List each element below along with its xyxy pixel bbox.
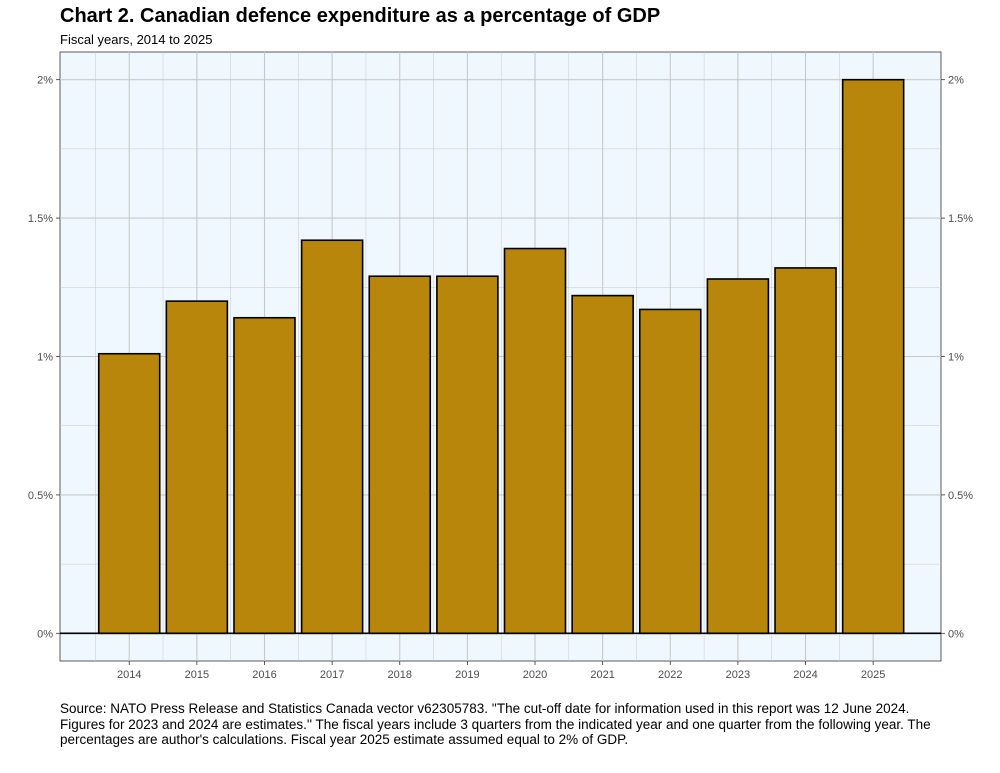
y-tick-label: 1%	[37, 352, 53, 364]
bar	[165, 300, 229, 635]
x-tick-label: 2023	[726, 669, 750, 681]
bar	[503, 247, 567, 635]
x-tick-label: 2015	[185, 669, 209, 681]
y-tick-label: 1.5%	[28, 213, 53, 225]
y-tick-label: 0%	[37, 628, 53, 640]
source-note: Source: NATO Press Release and Statistic…	[60, 701, 931, 747]
x-tick-label: 2014	[117, 669, 141, 681]
x-tick-label: 2024	[793, 669, 817, 681]
y-tick-label-right: 1%	[948, 352, 964, 364]
x-tick-label: 2020	[523, 669, 547, 681]
bar	[300, 239, 364, 635]
bar	[841, 78, 905, 635]
bar	[436, 275, 499, 635]
bar	[774, 267, 837, 635]
bar	[638, 308, 702, 635]
y-tick-label-right: 2%	[948, 75, 964, 87]
bar	[233, 316, 296, 635]
bar	[706, 278, 770, 635]
bar	[97, 352, 161, 635]
chart-title: Chart 2. Canadian defence expenditure as…	[60, 5, 661, 27]
x-tick-label: 2017	[320, 669, 344, 681]
bar-chart: 0% 0% 0.5% 0.5% 1% 1% 1.5% 1.5% 2% 2% 2014 2015 2016…	[28, 51, 973, 681]
x-tick-label: 2021	[590, 669, 614, 681]
x-tick-label: 2016	[252, 669, 276, 681]
y-tick-label-right: 0%	[948, 628, 964, 640]
x-tick-label: 2022	[658, 669, 682, 681]
y-tick-label-right: 1.5%	[948, 213, 973, 225]
bar	[368, 275, 432, 635]
bar	[571, 294, 634, 635]
y-tick-label: 2%	[37, 75, 53, 87]
chart-subtitle: Fiscal years, 2014 to 2025	[60, 32, 213, 47]
x-tick-label: 2019	[455, 669, 479, 681]
x-tick-label: 2018	[388, 669, 412, 681]
y-tick-label: 0.5%	[28, 490, 53, 502]
y-tick-label-right: 0.5%	[948, 490, 973, 502]
x-tick-label: 2025	[861, 669, 885, 681]
